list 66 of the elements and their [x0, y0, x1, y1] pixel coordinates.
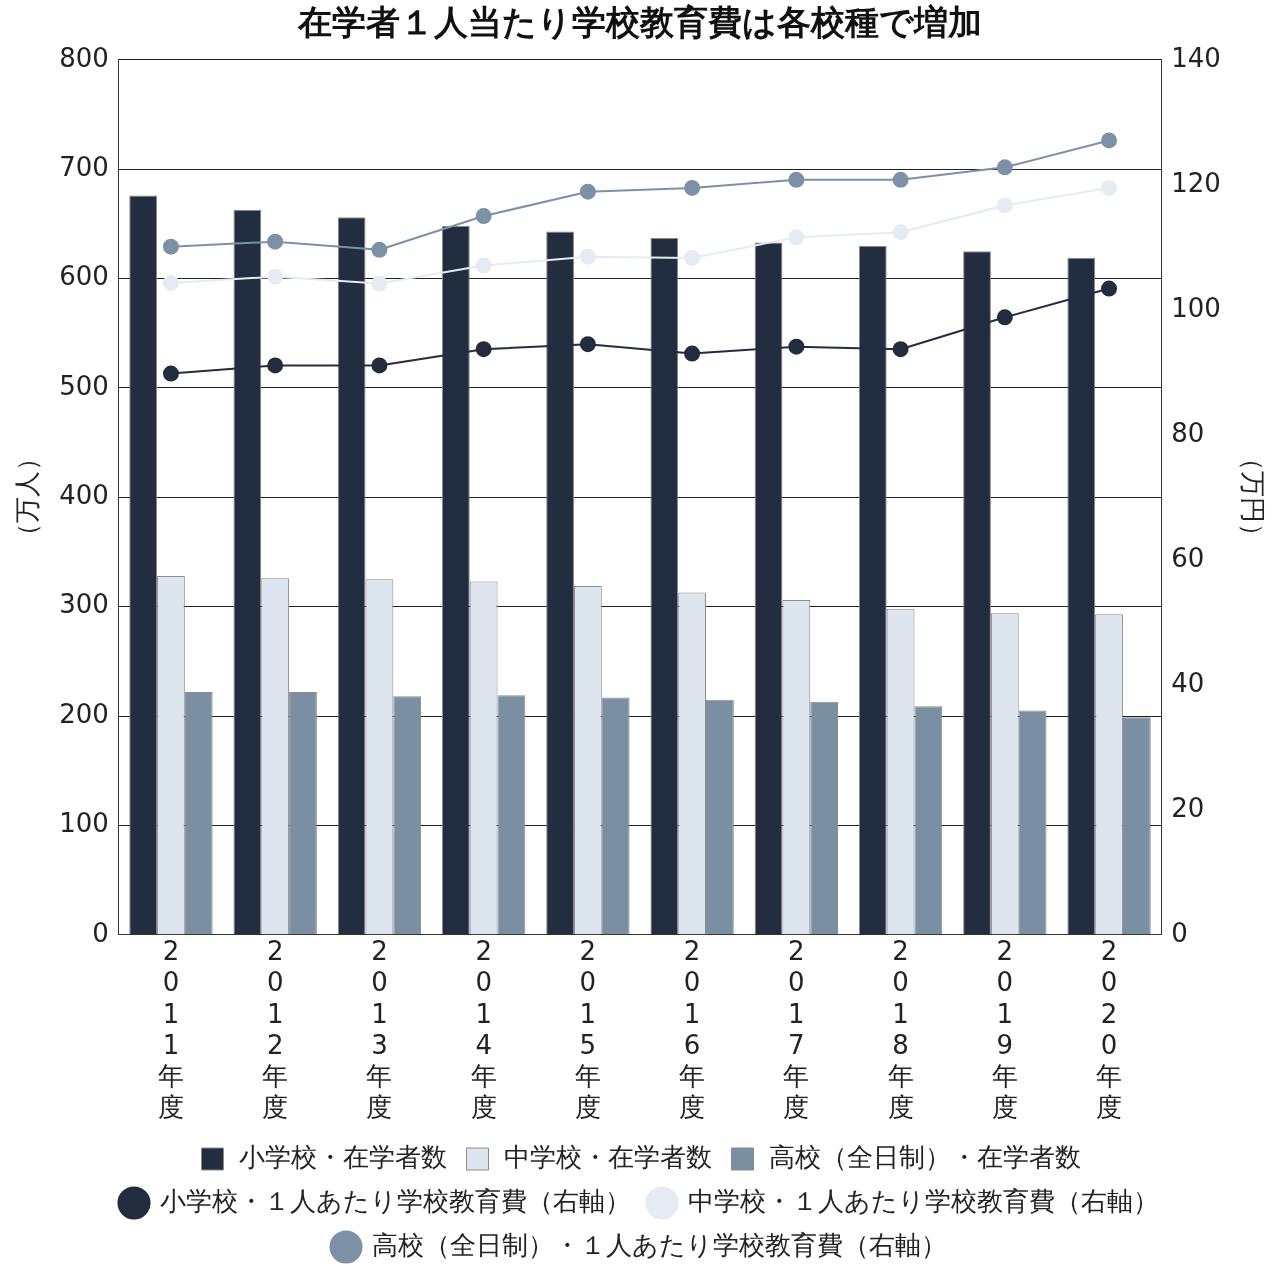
x-tick-label: 2019年度: [991, 936, 1018, 1123]
point: [684, 249, 701, 266]
y2-tick-label: 60: [1171, 542, 1205, 573]
x-tick-label: 2018年度: [887, 936, 914, 1123]
y-axis-title: （万人）: [12, 445, 43, 550]
point: [892, 224, 909, 241]
point: [162, 238, 179, 255]
x-tick-label: 2013年度: [366, 936, 393, 1123]
y2-tick-label: 140: [1171, 42, 1221, 73]
y-tick-label: 400: [59, 480, 109, 511]
point: [267, 268, 284, 285]
point: [267, 233, 284, 250]
y-tick-label: 200: [59, 698, 109, 729]
point: [579, 183, 596, 200]
x-tick-label: 2016年度: [679, 936, 706, 1123]
y-tick-label: 300: [59, 589, 109, 620]
point: [162, 274, 179, 291]
point: [371, 275, 388, 292]
legend-label: 小学校・１人あたり学校教育費（右軸）: [160, 1185, 631, 1216]
point: [371, 241, 388, 258]
point: [788, 171, 805, 188]
point: [892, 341, 909, 358]
y2-axis-title: （万円）: [1237, 445, 1268, 550]
y-tick-label: 600: [59, 261, 109, 292]
y2-tick-label: 120: [1171, 167, 1221, 198]
point: [1101, 179, 1118, 196]
point: [996, 309, 1013, 326]
point: [475, 257, 492, 274]
legend-label: 高校（全日制）・在学者数: [768, 1141, 1081, 1172]
point: [996, 159, 1013, 176]
legend-label: 中学校・在学者数: [503, 1141, 712, 1172]
x-tick-label: 2011年度: [157, 936, 184, 1123]
y2-tick-label: 40: [1171, 667, 1205, 698]
legend-label: 高校（全日制）・１人あたり学校教育費（右軸）: [372, 1229, 947, 1260]
y2-tick-label: 0: [1171, 917, 1188, 948]
point: [788, 338, 805, 355]
x-tick-label: 2014年度: [470, 936, 497, 1123]
point: [788, 229, 805, 246]
point: [996, 197, 1013, 214]
point: [684, 179, 701, 196]
y-tick-label: 500: [59, 370, 109, 401]
y-tick-label: 0: [92, 917, 109, 948]
point: [371, 357, 388, 374]
point: [684, 345, 701, 362]
chart-title: 在学者１人当たり学校教育費は各校種で増加: [297, 2, 982, 43]
x-tick-label: 2017年度: [783, 936, 810, 1123]
y2-tick-label: 80: [1171, 417, 1205, 448]
point: [1101, 280, 1118, 297]
point: [267, 357, 284, 374]
y2-tick-label: 20: [1171, 792, 1205, 823]
y-tick-label: 700: [59, 151, 109, 182]
point: [892, 171, 909, 188]
point: [1101, 132, 1118, 149]
y2-tick-label: 100: [1171, 292, 1221, 323]
point: [162, 365, 179, 382]
x-tick-label: 2020年度: [1096, 936, 1123, 1123]
point: [475, 341, 492, 358]
point: [475, 208, 492, 225]
point: [579, 336, 596, 353]
point: [579, 248, 596, 265]
y-tick-label: 100: [59, 808, 109, 839]
legend-label: 小学校・在学者数: [238, 1141, 447, 1172]
x-tick-label: 2012年度: [262, 936, 289, 1123]
x-tick-label: 2015年度: [574, 936, 601, 1123]
y-tick-label: 800: [59, 42, 109, 73]
legend-label: 中学校・１人あたり学校教育費（右軸）: [688, 1185, 1159, 1216]
